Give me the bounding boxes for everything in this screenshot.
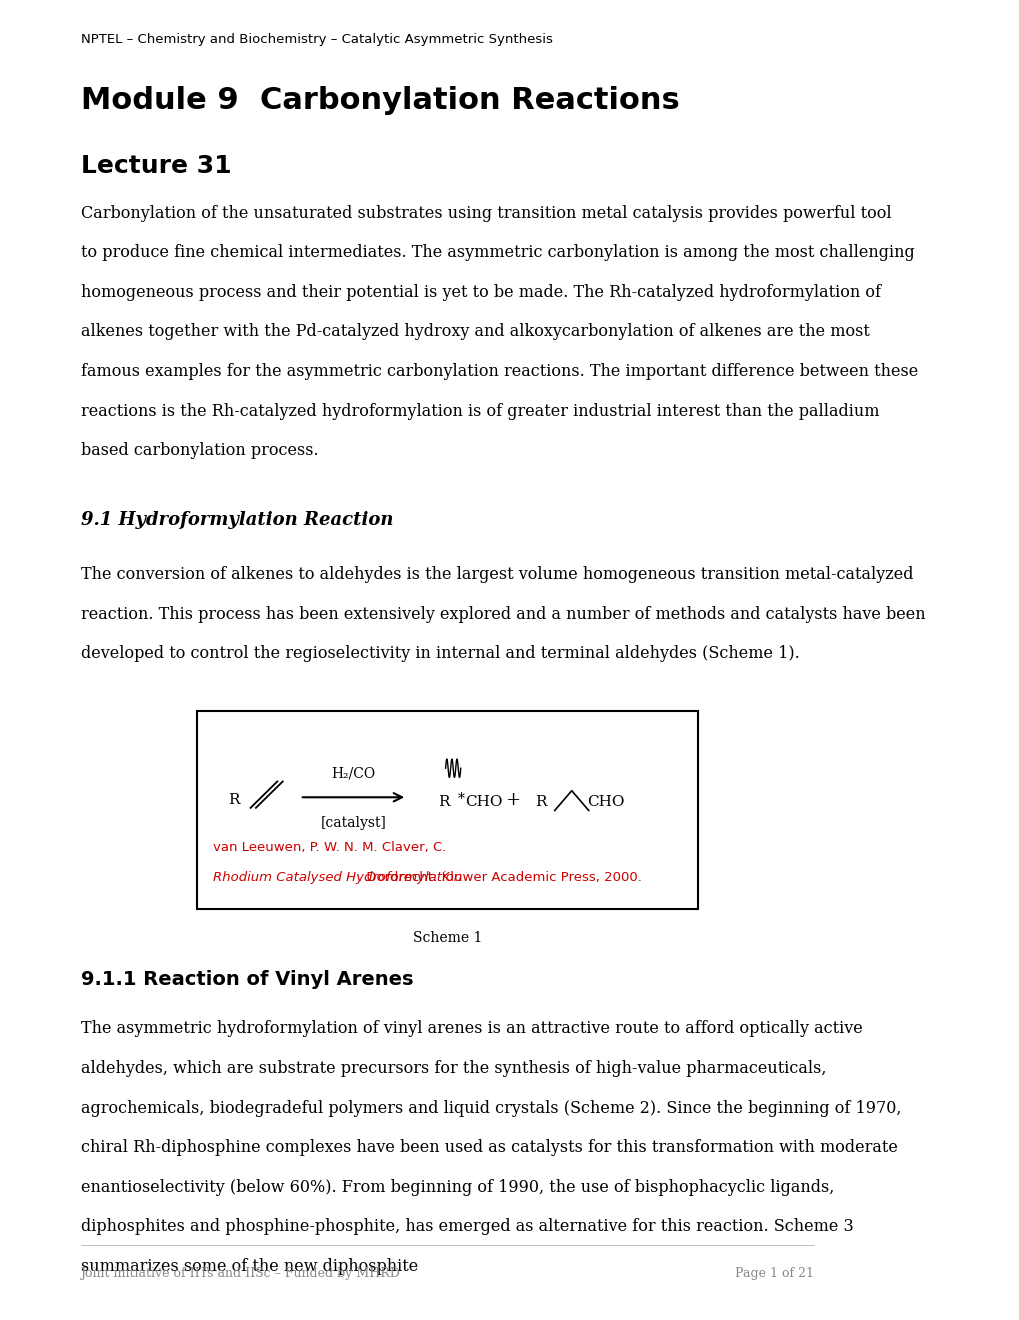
Text: reactions is the Rh-catalyzed hydroformylation is of greater industrial interest: reactions is the Rh-catalyzed hydroformy… [81,403,878,420]
Text: Carbonylation of the unsaturated substrates using transition metal catalysis pro: Carbonylation of the unsaturated substra… [81,205,891,222]
Text: van Leeuwen, P. W. N. M. Claver, C.: van Leeuwen, P. W. N. M. Claver, C. [213,841,450,854]
Text: Page 1 of 21: Page 1 of 21 [735,1267,813,1280]
Text: based carbonylation process.: based carbonylation process. [81,442,318,459]
Text: alkenes together with the Pd-catalyzed hydroxy and alkoxycarbonylation of alkene: alkenes together with the Pd-catalyzed h… [81,323,868,341]
Text: NPTEL – Chemistry and Biochemistry – Catalytic Asymmetric Synthesis: NPTEL – Chemistry and Biochemistry – Cat… [81,33,552,46]
Text: chiral Rh-diphosphine complexes have been used as catalysts for this transformat: chiral Rh-diphosphine complexes have bee… [81,1139,897,1156]
Text: diphosphites and phosphine-phosphite, has emerged as alternative for this reacti: diphosphites and phosphine-phosphite, ha… [81,1218,853,1236]
Text: The asymmetric hydroformylation of vinyl arenes is an attractive route to afford: The asymmetric hydroformylation of vinyl… [81,1020,861,1038]
Text: R: R [535,795,546,809]
Text: summarizes some of the new diphosphite: summarizes some of the new diphosphite [81,1258,418,1275]
Text: homogeneous process and their potential is yet to be made. The Rh-catalyzed hydr: homogeneous process and their potential … [81,284,879,301]
Text: Lecture 31: Lecture 31 [81,154,231,178]
Text: 9.1 Hydroformylation Reaction: 9.1 Hydroformylation Reaction [81,511,392,529]
Text: 9.1.1 Reaction of Vinyl Arenes: 9.1.1 Reaction of Vinyl Arenes [81,970,413,989]
Text: R: R [438,795,449,809]
Text: CHO: CHO [586,795,624,809]
Text: reaction. This process has been extensively explored and a number of methods and: reaction. This process has been extensiv… [81,606,924,623]
Text: +: + [505,791,520,809]
Text: Scheme 1: Scheme 1 [413,931,482,945]
Text: developed to control the regioselectivity in internal and terminal aldehydes (Sc: developed to control the regioselectivit… [81,645,799,663]
Text: to produce fine chemical intermediates. The asymmetric carbonylation is among th: to produce fine chemical intermediates. … [81,244,913,261]
Text: H₂/CO: H₂/CO [331,766,375,780]
Text: *: * [458,792,465,807]
Text: [catalyst]: [catalyst] [320,816,386,830]
Text: agrochemicals, biodegradeful polymers and liquid crystals (Scheme 2). Since the : agrochemicals, biodegradeful polymers an… [81,1100,900,1117]
Text: enantioselectivity (below 60%). From beginning of 1990, the use of bisphophacycl: enantioselectivity (below 60%). From beg… [81,1179,834,1196]
Bar [197,711,697,909]
Text: famous examples for the asymmetric carbonylation reactions. The important differ: famous examples for the asymmetric carbo… [81,363,917,380]
Text: aldehydes, which are substrate precursors for the synthesis of high-value pharma: aldehydes, which are substrate precursor… [81,1060,825,1077]
Text: . Dordrecht: Kluwer Academic Press, 2000.: . Dordrecht: Kluwer Academic Press, 2000… [358,871,641,884]
Text: The conversion of alkenes to aldehydes is the largest volume homogeneous transit: The conversion of alkenes to aldehydes i… [81,566,912,583]
Text: Joint initiative of IITs and IISc – Funded by MHRD: Joint initiative of IITs and IISc – Fund… [81,1267,400,1280]
Text: Rhodium Catalysed Hydroformylation: Rhodium Catalysed Hydroformylation [213,871,462,884]
Text: CHO: CHO [465,795,502,809]
Text: Module 9  Carbonylation Reactions: Module 9 Carbonylation Reactions [81,86,679,115]
Text: R: R [228,793,239,807]
